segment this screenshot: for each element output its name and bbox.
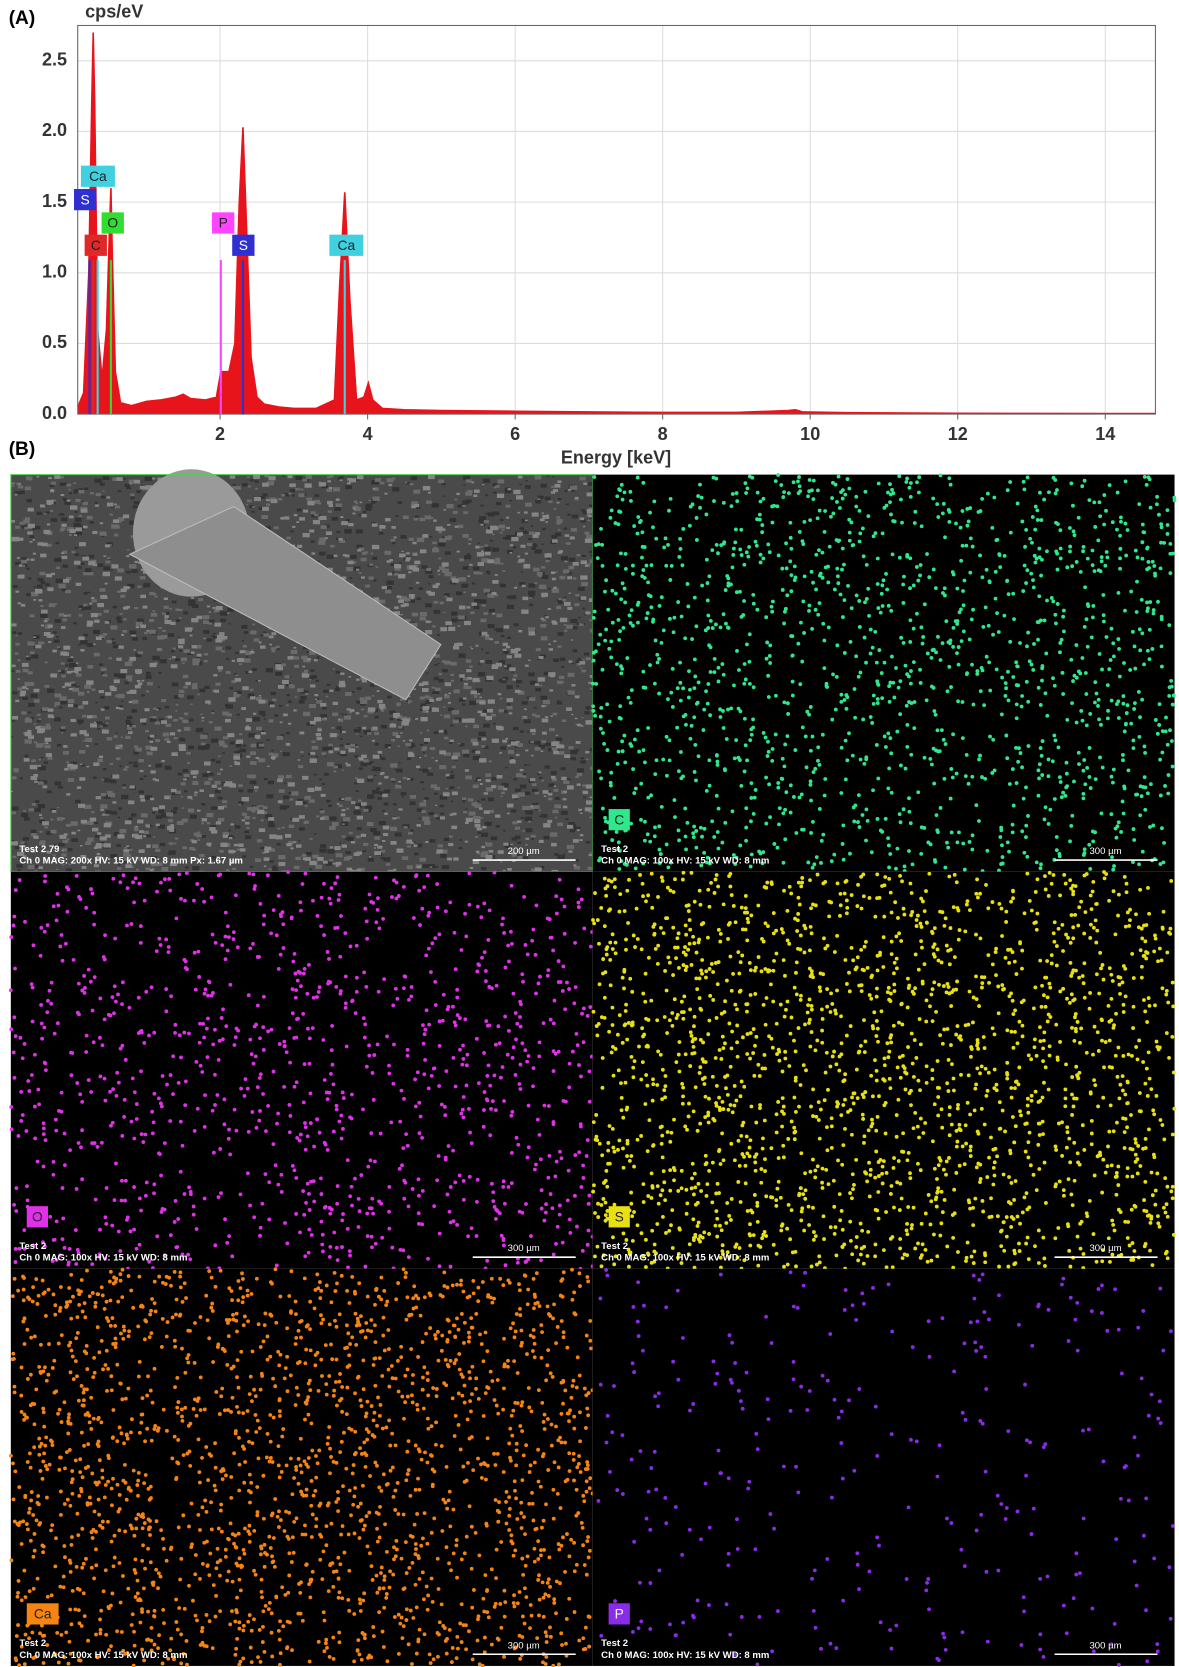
y-tick-label: 2.5 <box>42 50 67 70</box>
peak-label-box <box>101 212 124 234</box>
sem-texture <box>10 475 597 875</box>
element-label: P <box>615 1607 624 1622</box>
image-title: Test 2 79 <box>19 844 59 855</box>
y-tick-label: 1.0 <box>42 262 67 282</box>
x-tick-label: 8 <box>658 424 668 444</box>
element-label-box <box>608 1603 630 1625</box>
sem-texture <box>10 474 598 875</box>
y-tick-label: 0.0 <box>42 403 67 423</box>
element-label-box <box>26 1603 59 1625</box>
x-axis-label: Energy [keV] <box>561 447 671 467</box>
map-panel: O Test 2Ch 0 MAG: 100x HV: 15 kV WD: 8 mm… <box>8 870 595 1271</box>
image-title: Test 2 <box>19 1638 46 1649</box>
peak-label-box <box>74 188 97 211</box>
element-label: O <box>32 1210 43 1225</box>
peak-label: S <box>81 192 90 207</box>
spectrum-line <box>76 32 1156 415</box>
element-dots <box>8 1267 595 1667</box>
peak-label: S <box>239 238 248 253</box>
y-tick-label: 2.0 <box>42 120 67 140</box>
scale-label: 300 µm <box>1090 846 1122 857</box>
peak-label-box <box>84 234 107 256</box>
y-tick-label: 0.5 <box>42 332 67 352</box>
image-info: Ch 0 MAG: 100x HV: 15 kV WD: 8 mm <box>19 1650 187 1661</box>
sem-crystal <box>128 505 442 701</box>
x-tick-label: 6 <box>510 424 520 444</box>
plot-area <box>77 25 1156 415</box>
peak-label-box <box>212 212 235 234</box>
panel-bg <box>10 474 593 872</box>
plot-frame <box>77 24 1156 415</box>
image-info: Ch 0 MAG: 100x HV: 15 kV WD: 8 mm <box>19 1253 187 1264</box>
map-panel: C Test 2Ch 0 MAG: 100x HV: 15 kV WD: 8 mm… <box>591 473 1177 873</box>
image-info: Ch 0 MAG: 200x HV: 15 kV WD: 8 mm Px: 1.… <box>19 856 243 867</box>
element-dots <box>8 870 595 1271</box>
peak-label: Ca <box>89 169 107 184</box>
x-tick-label: 14 <box>1095 424 1115 444</box>
map-panel: S Test 2Ch 0 MAG: 100x HV: 15 kV WD: 8 mm… <box>591 870 1177 1271</box>
peak-label: P <box>219 216 228 231</box>
y-tick-label: 1.5 <box>42 191 67 211</box>
panel-label: (B) <box>9 439 36 460</box>
y-axis-label: cps/eV <box>85 2 143 22</box>
panel-label: (A) <box>9 8 36 29</box>
x-tick-label: 2 <box>215 424 225 444</box>
spectrum-fill <box>77 32 1156 415</box>
peak-label: O <box>107 216 118 231</box>
x-tick-label: 12 <box>948 424 968 444</box>
panel-bg <box>592 1268 1175 1666</box>
peak-label-box <box>329 234 364 256</box>
peak-label-box <box>80 165 115 187</box>
image-title: Test 2 <box>601 1241 628 1252</box>
element-dots <box>591 473 1177 873</box>
peak-label-box <box>232 234 255 256</box>
x-tick-label: 4 <box>363 424 373 444</box>
image-title: Test 2 <box>601 844 628 855</box>
peak-label: Ca <box>338 238 356 253</box>
panel-bg <box>10 1268 593 1666</box>
scale-label: 300 µm <box>1090 1640 1122 1651</box>
element-label: Ca <box>34 1607 52 1622</box>
scale-label: 200 µm <box>508 846 540 857</box>
x-tick-label: 10 <box>800 424 820 444</box>
element-label: S <box>615 1210 624 1225</box>
image-title: Test 2 <box>19 1241 46 1252</box>
element-label-box <box>608 1206 630 1228</box>
scale-label: 300 µm <box>1090 1243 1122 1254</box>
image-info: Ch 0 MAG: 100x HV: 15 kV WD: 8 mm <box>601 856 769 867</box>
image-info: Ch 0 MAG: 100x HV: 15 kV WD: 8 mm <box>601 1650 769 1661</box>
panel-bg <box>10 871 593 1269</box>
element-label-box <box>608 809 630 831</box>
peak-label: C <box>91 238 101 253</box>
scale-label: 300 µm <box>508 1243 540 1254</box>
map-panel: Ca Test 2Ch 0 MAG: 100x HV: 15 kV WD: 8 m… <box>8 1267 595 1667</box>
image-title: Test 2 <box>601 1638 628 1649</box>
scale-label: 300 µm <box>508 1640 540 1651</box>
image-info: Ch 0 MAG: 100x HV: 15 kV WD: 8 mm <box>601 1253 769 1264</box>
element-label-box <box>26 1206 48 1228</box>
map-panel: P Test 2Ch 0 MAG: 100x HV: 15 kV WD: 8 mm… <box>592 1268 1175 1667</box>
element-label: C <box>614 812 624 827</box>
